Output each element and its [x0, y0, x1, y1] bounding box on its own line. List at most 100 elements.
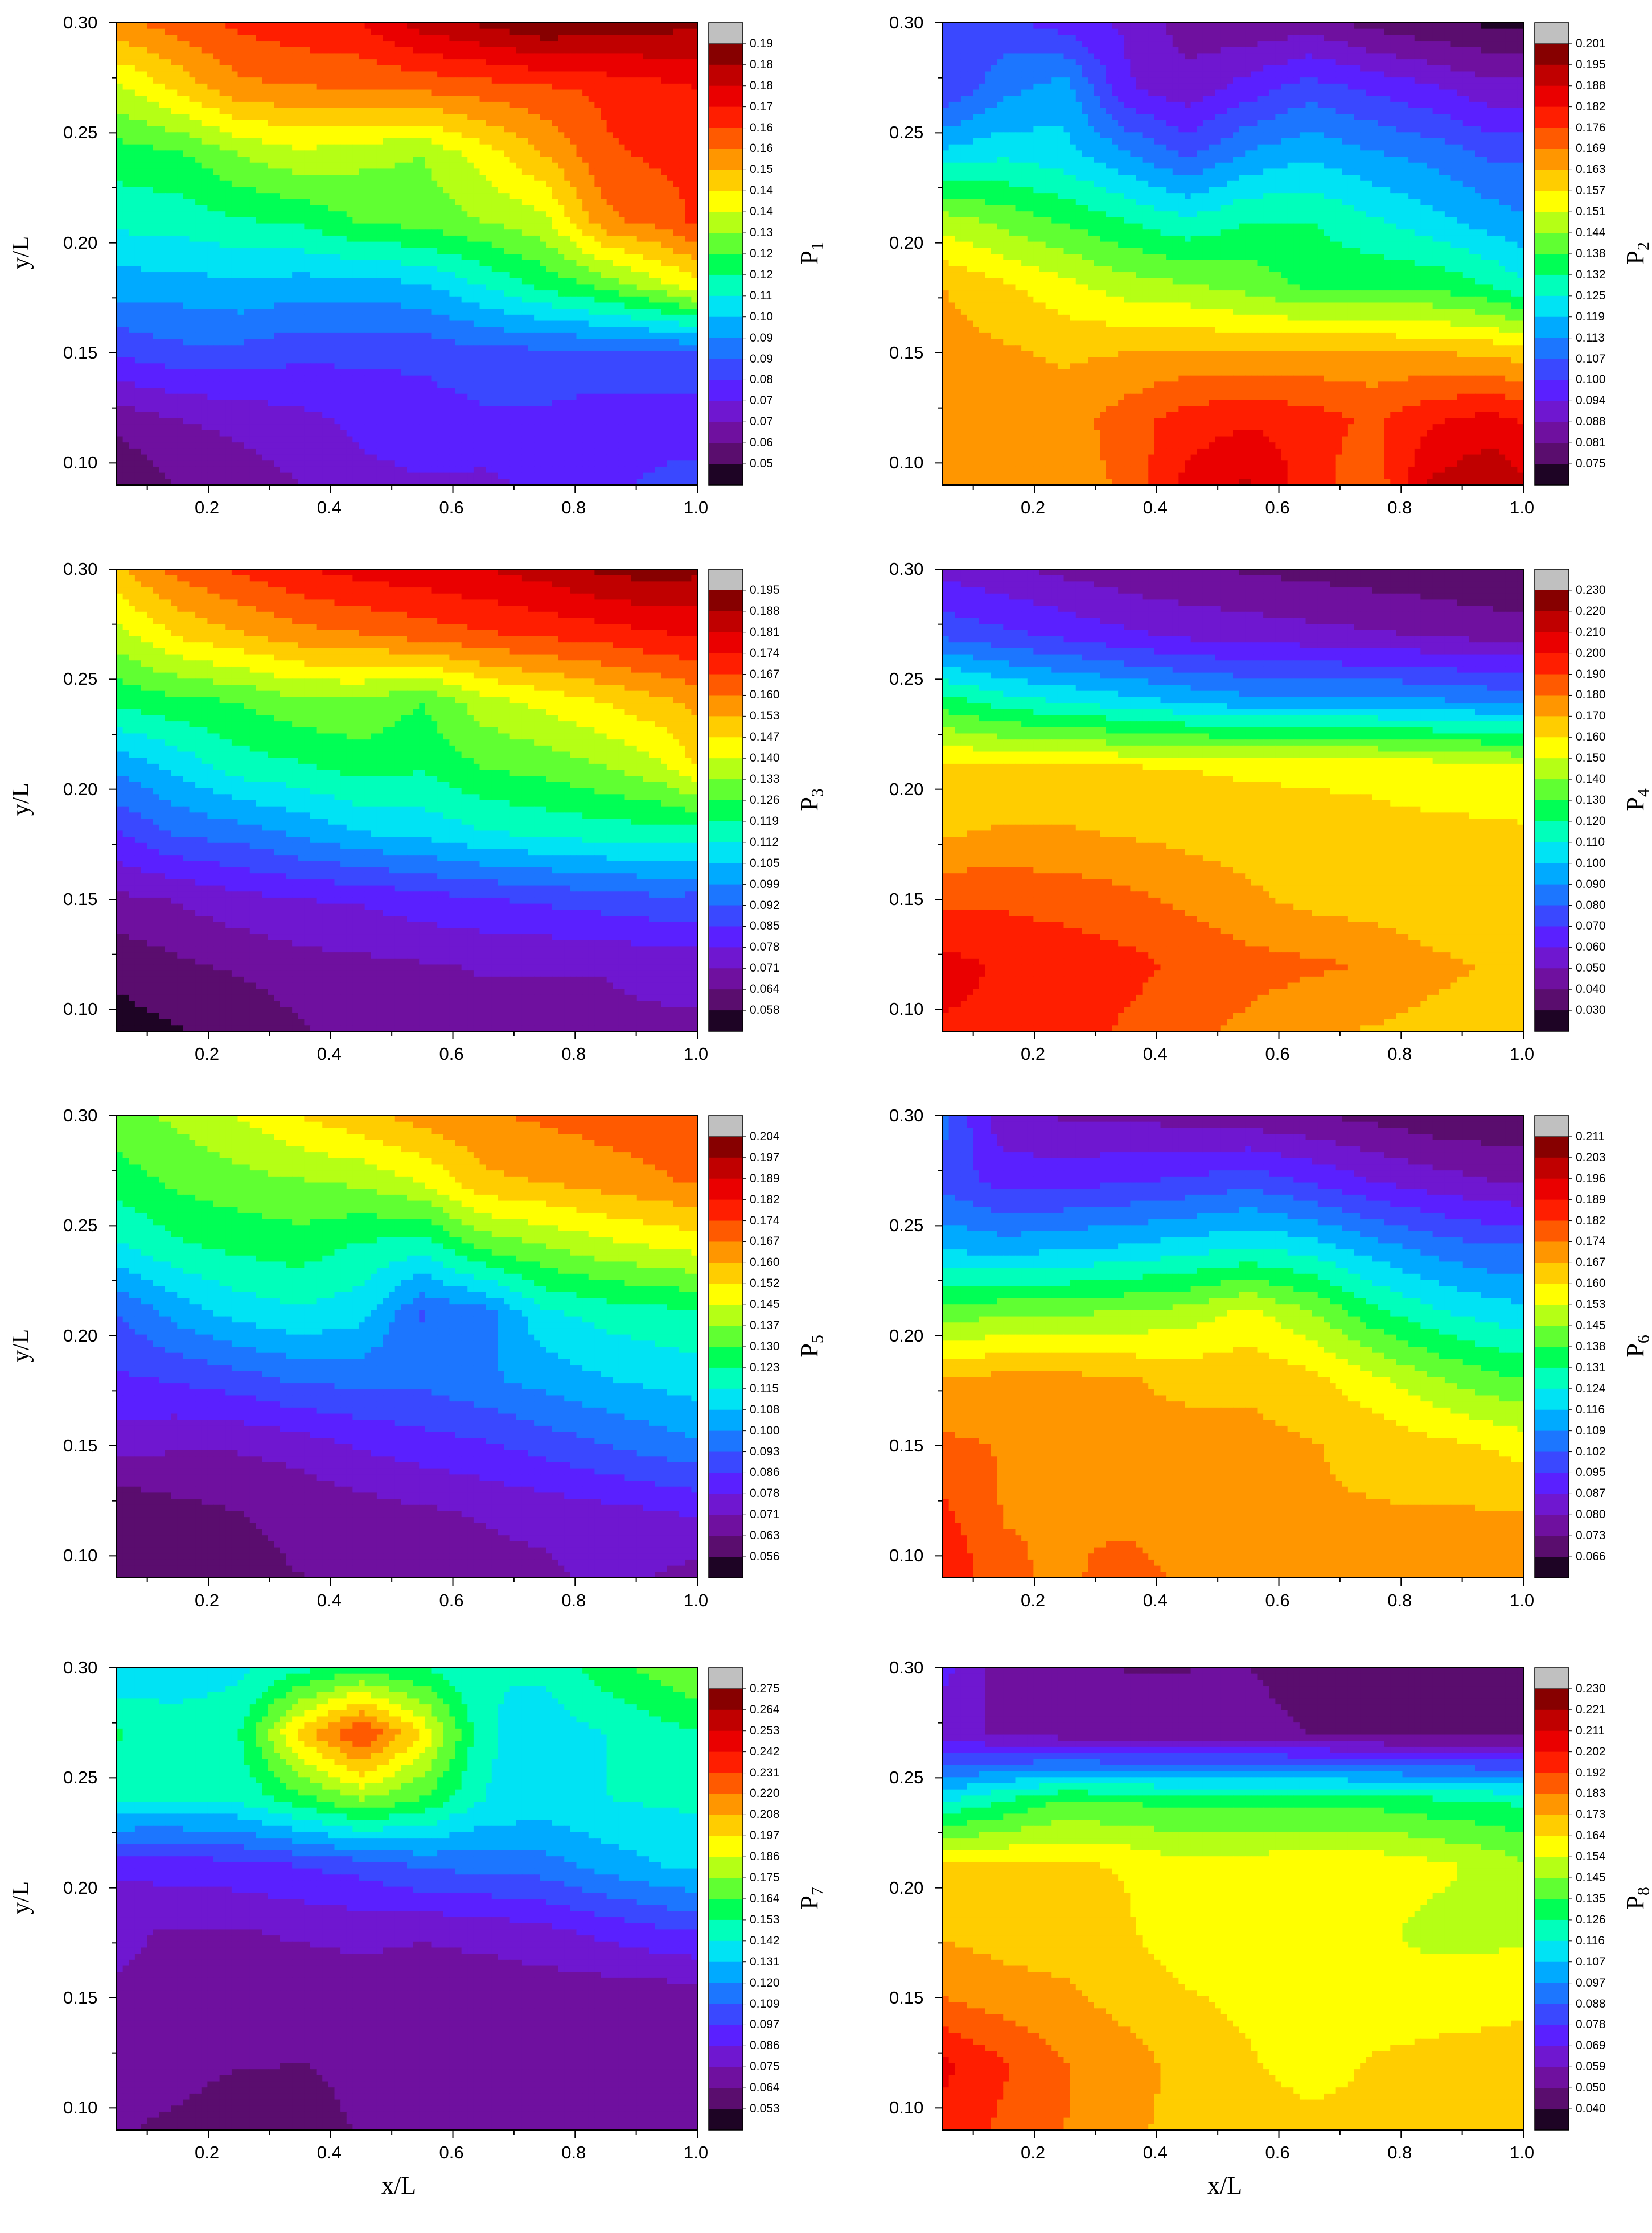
contour-cell — [171, 254, 178, 261]
contour-cell — [467, 47, 474, 54]
contour-cell — [443, 101, 450, 109]
contour-cell — [389, 314, 396, 322]
contour-cell — [352, 59, 359, 66]
contour-cell — [419, 284, 426, 291]
contour-cell — [667, 96, 674, 102]
contour-cell — [316, 278, 323, 285]
contour-cell — [262, 296, 269, 303]
contour-cell — [129, 332, 135, 340]
contour-cell — [201, 89, 208, 96]
contour-cell — [425, 126, 432, 133]
contour-cell — [498, 248, 504, 254]
contour-cell — [389, 260, 396, 266]
contour-cell — [237, 162, 244, 170]
contour-cell — [394, 284, 401, 291]
contour-cell — [521, 327, 529, 334]
contour-cell — [540, 217, 546, 224]
contour-cell — [564, 53, 571, 60]
contour-cell — [244, 144, 250, 151]
contour-cell — [498, 168, 504, 175]
contour-cell — [594, 96, 601, 102]
contour-cell — [171, 71, 178, 78]
contour-cell — [449, 65, 456, 72]
contour-cell — [528, 23, 535, 30]
contour-cell — [558, 108, 565, 114]
contour-cell — [171, 168, 178, 175]
contour-cell — [461, 187, 468, 194]
contour-cell — [177, 65, 184, 72]
contour-cell — [364, 332, 371, 340]
contour-cell — [359, 59, 365, 66]
contour-cell — [504, 162, 511, 170]
contour-cell — [631, 120, 638, 127]
contour-cell — [328, 71, 335, 78]
contour-cell — [461, 309, 468, 315]
contour-cell — [576, 205, 583, 212]
contour-cell — [601, 96, 607, 102]
contour-cell — [177, 302, 184, 309]
contour-cell — [655, 290, 661, 297]
contour-cell — [117, 53, 124, 60]
contour-cell — [122, 248, 129, 254]
contour-cell — [504, 296, 511, 303]
contour-cell — [129, 260, 135, 266]
contour-cell — [546, 59, 553, 66]
contour-cell — [504, 77, 511, 84]
contour-cell — [582, 229, 589, 236]
contour-cell — [292, 120, 299, 127]
contour-cell — [407, 205, 414, 212]
contour-cell — [183, 272, 190, 279]
contour-cell — [122, 314, 129, 322]
contour-cell — [594, 199, 601, 206]
contour-cell — [613, 144, 619, 151]
contour-cell — [371, 77, 377, 84]
contour-cell — [552, 59, 559, 66]
contour-cell — [437, 229, 444, 236]
contour-cell — [256, 28, 262, 35]
contour-cell — [189, 296, 196, 303]
contour-cell — [655, 83, 661, 91]
contour-cell — [117, 241, 124, 248]
contour-cell — [207, 53, 214, 60]
contour-cell — [274, 120, 281, 127]
contour-cell — [280, 327, 287, 334]
contour-cell — [129, 162, 135, 170]
contour-cell — [534, 180, 541, 188]
contour-cell — [613, 89, 619, 96]
contour-cell — [286, 71, 293, 78]
contour-cell — [588, 320, 595, 327]
contour-cell — [504, 248, 511, 254]
contour-cell — [352, 327, 359, 334]
contour-cell — [679, 65, 686, 72]
contour-cell — [667, 138, 674, 145]
contour-cell — [540, 187, 546, 194]
contour-cell — [394, 65, 401, 72]
contour-cell — [122, 272, 129, 279]
contour-cell — [473, 83, 480, 91]
contour-cell — [231, 77, 239, 84]
contour-cell — [636, 120, 643, 127]
contour-cell — [371, 217, 377, 224]
contour-cell — [201, 302, 208, 309]
contour-cell — [237, 180, 244, 188]
contour-cell — [624, 53, 631, 60]
contour-cell — [455, 59, 462, 66]
contour-cell — [552, 217, 559, 224]
contour-cell — [413, 59, 420, 66]
contour-cell — [286, 77, 293, 84]
contour-cell — [588, 77, 595, 84]
contour-cell — [147, 272, 154, 279]
contour-cell — [673, 162, 680, 170]
contour-cell — [376, 290, 384, 297]
contour-cell — [419, 101, 426, 109]
contour-cell — [685, 320, 692, 327]
contour-cell — [225, 150, 232, 157]
contour-cell — [425, 254, 432, 261]
contour-cell — [213, 278, 220, 285]
contour-cell — [534, 217, 541, 224]
contour-cell — [691, 168, 698, 175]
contour-cell — [292, 223, 299, 230]
contour-cell — [359, 327, 365, 334]
contour-cell — [649, 28, 656, 35]
contour-cell — [649, 284, 656, 291]
